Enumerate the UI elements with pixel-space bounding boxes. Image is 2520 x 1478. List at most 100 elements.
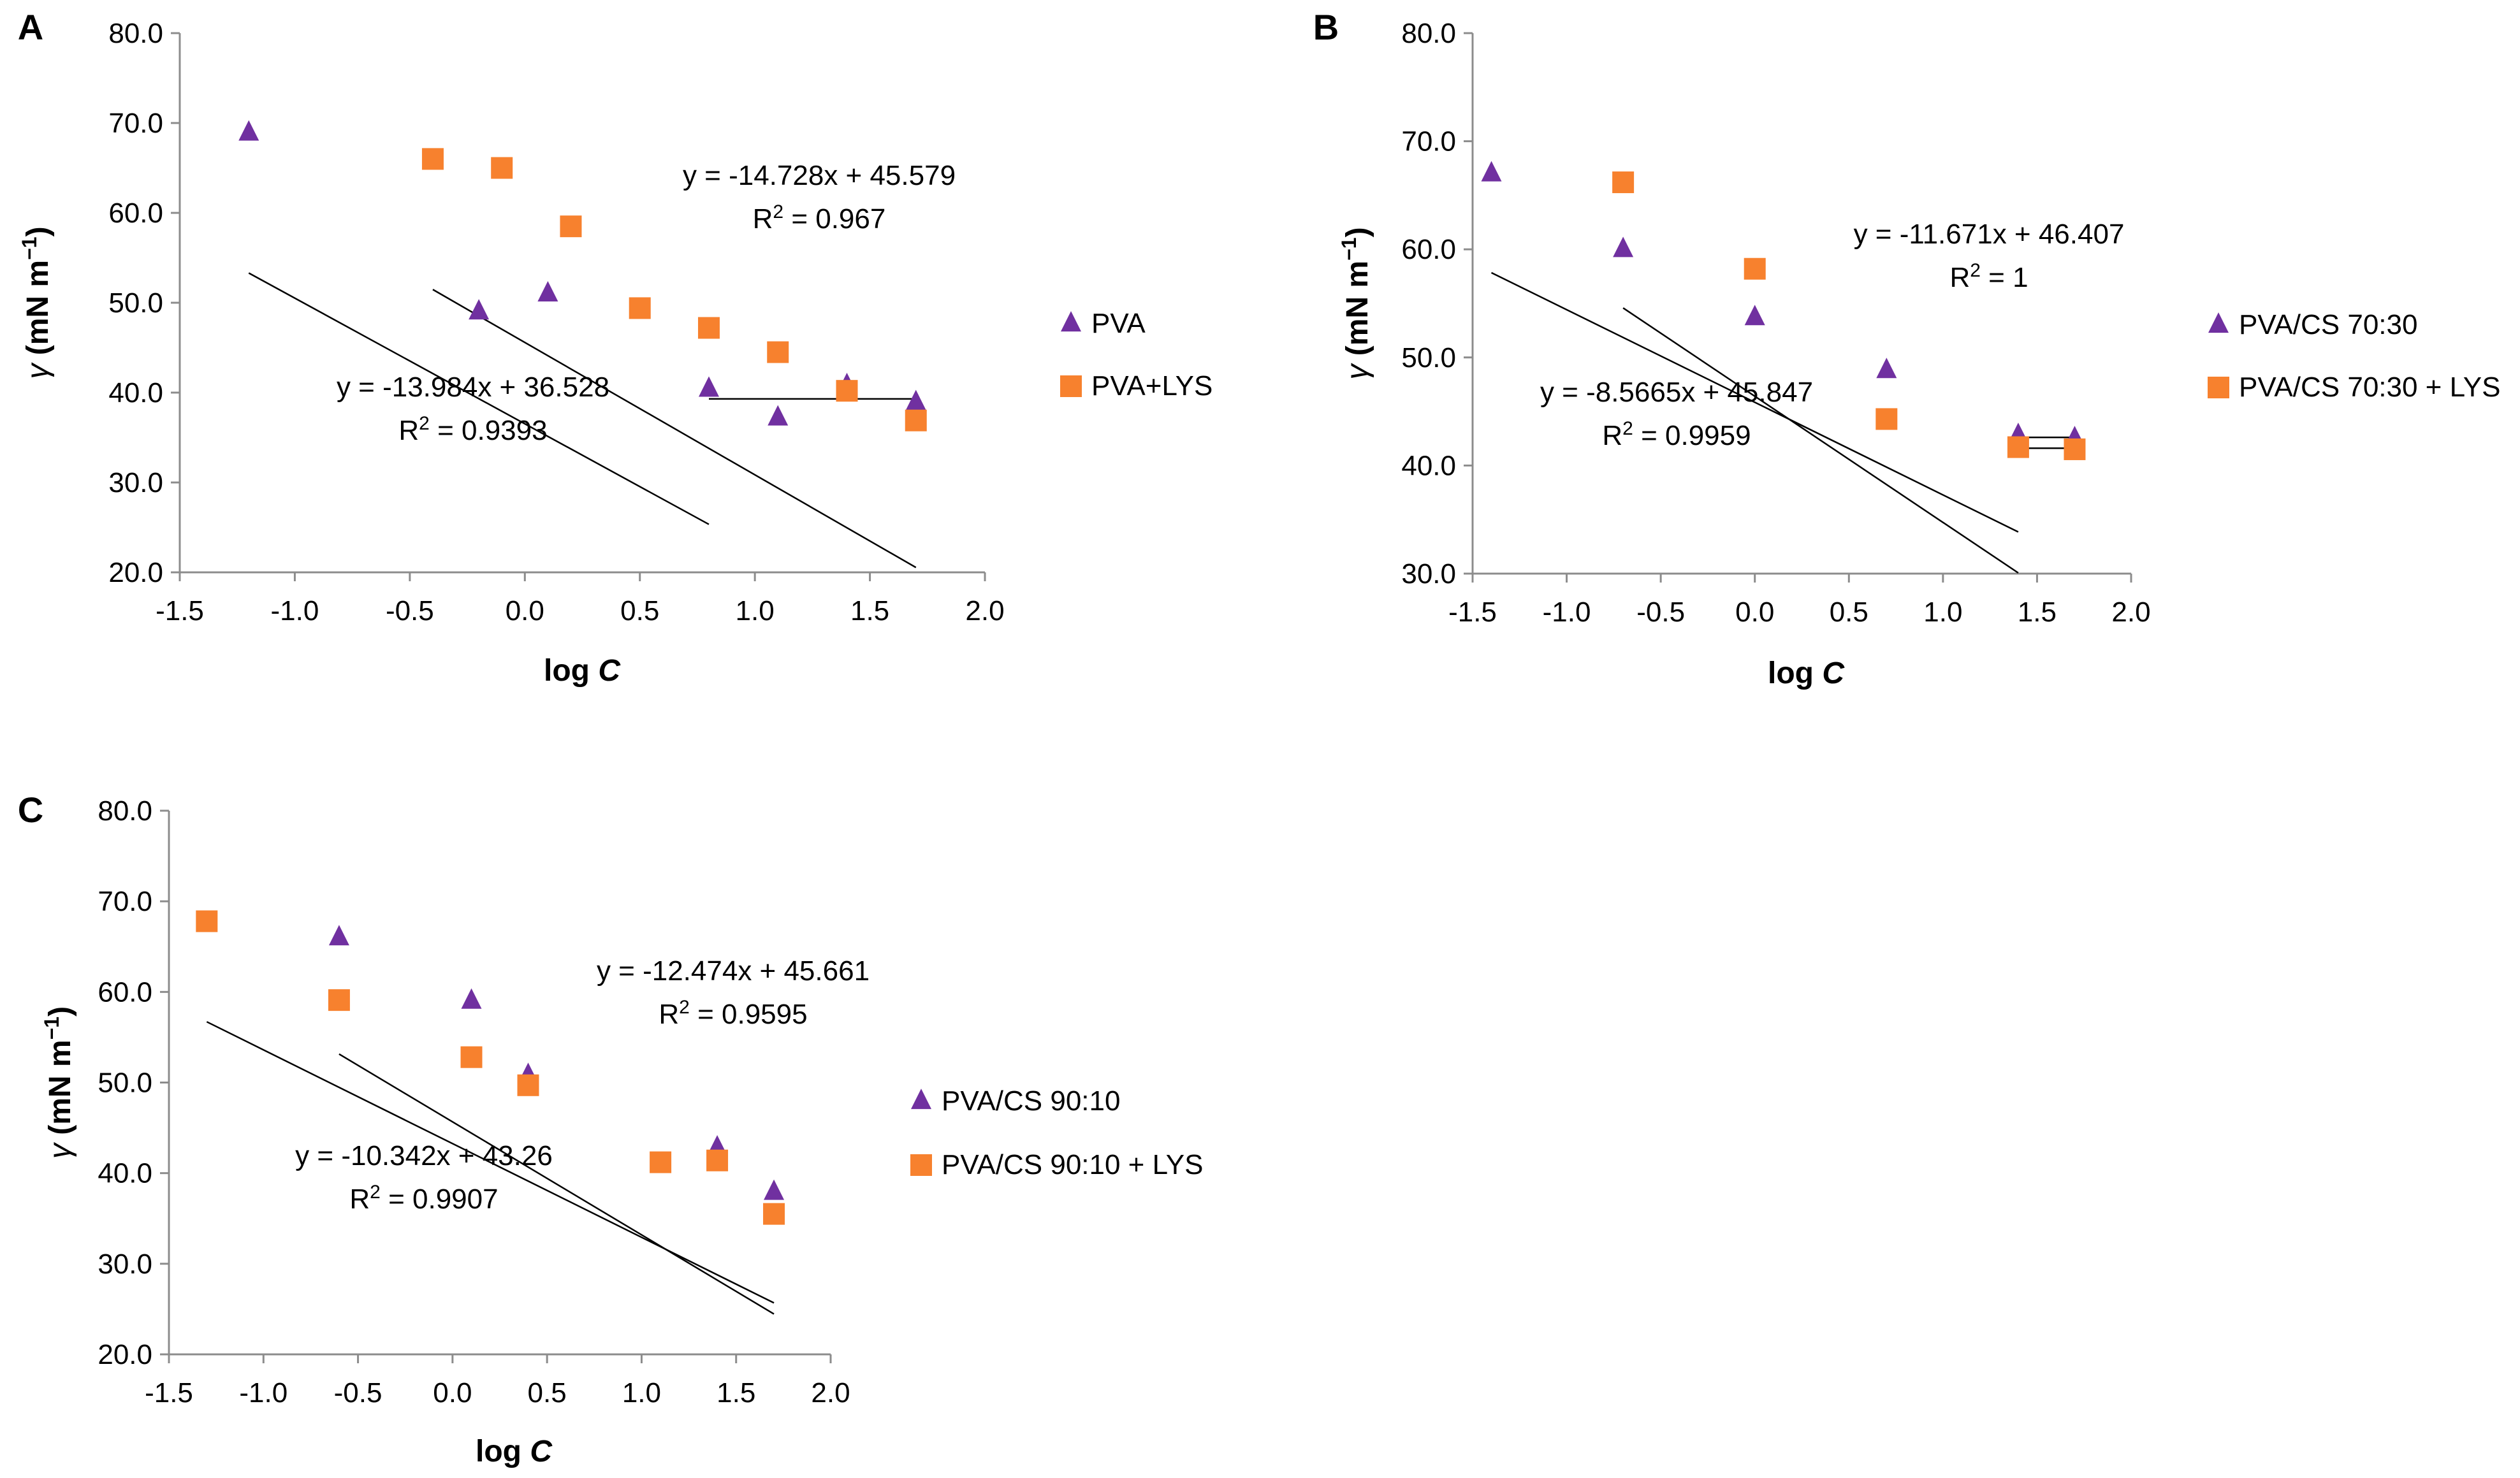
y-tick-label: 30.0 <box>108 467 163 498</box>
legend-item-pva-cs-90-10: PVA/CS 90:10 <box>911 1085 1120 1117</box>
data-point-pva-lys <box>421 148 444 170</box>
data-point-pva-cs-70-30 <box>1481 161 1502 182</box>
y-tick-label: 50.0 <box>1401 342 1456 373</box>
x-tick-label: 2.0 <box>965 595 1004 627</box>
x-tick-label: -0.5 <box>386 595 434 627</box>
y-tick-label: 20.0 <box>108 557 163 588</box>
y-tick-label: 80.0 <box>108 18 163 49</box>
legend-item-pva-cs-70-30: PVA/CS 70:30 <box>2208 309 2417 340</box>
regression-equation: y = -8.5665x + 45.847 <box>1540 377 1813 408</box>
x-tick-label: -1.0 <box>271 595 319 627</box>
x-tick-label: 0.0 <box>1735 597 1774 628</box>
regression-equation: y = -13.984x + 36.528 <box>337 372 609 403</box>
data-point-pva-lys <box>629 297 651 319</box>
legend-item-pva-lys: PVA+LYS <box>1060 370 1213 402</box>
x-tick-label: 2.0 <box>2111 597 2150 628</box>
legend-label: PVA/CS 90:10 + LYS <box>942 1149 1204 1180</box>
data-point-pva-cs-90-10-lys <box>328 989 350 1011</box>
x-tick-label: 1.0 <box>1923 597 1962 628</box>
legend-label: PVA <box>1091 308 1146 339</box>
r-squared-label: R2 = 0.9595 <box>659 997 807 1031</box>
data-point-pva <box>905 389 926 410</box>
y-tick-label: 70.0 <box>98 886 152 917</box>
data-point-pva-cs-70-30-lys <box>1612 171 1635 194</box>
x-tick-label: 1.0 <box>736 595 775 627</box>
y-tick-label: 40.0 <box>1401 450 1456 481</box>
regression-equation: y = -14.728x + 45.579 <box>683 160 956 191</box>
x-tick-label: 0.5 <box>620 595 659 627</box>
data-point-pva-cs-90-10-lys <box>196 910 218 932</box>
y-tick-label: 30.0 <box>1401 558 1456 590</box>
data-point-pva-cs-90-10-lys <box>706 1149 729 1171</box>
y-tick-label: 70.0 <box>108 108 163 139</box>
y-tick-label: 60.0 <box>108 198 163 229</box>
regression-equation: y = -10.342x + 43.26 <box>295 1140 553 1171</box>
r-squared-label: R2 = 1 <box>1949 260 2028 294</box>
x-tick-label: 1.5 <box>850 595 889 627</box>
y-tick-label: 30.0 <box>98 1249 152 1280</box>
data-point-pva-cs-90-10 <box>328 925 349 946</box>
data-point-pva-cs-90-10-lys <box>763 1203 785 1225</box>
data-point-pva-cs-70-30-lys <box>1875 408 1898 430</box>
x-tick-label: -0.5 <box>334 1377 382 1409</box>
r-squared-label: R2 = 0.9959 <box>1602 418 1751 452</box>
panel-letter: A <box>18 7 43 47</box>
x-axis-title: log C <box>544 654 621 688</box>
x-tick-label: -1.0 <box>1543 597 1591 628</box>
x-tick-label: -0.5 <box>1636 597 1685 628</box>
data-point-pva <box>768 405 789 426</box>
x-tick-label: -1.0 <box>239 1377 288 1409</box>
r-squared-label: R2 = 0.967 <box>753 201 886 235</box>
y-axis-title: γ (mN m−1) <box>18 226 55 379</box>
legend-label: PVA+LYS <box>1091 370 1213 402</box>
y-axis-title: γ (mN m−1) <box>1337 227 1374 379</box>
data-point-pva-cs-70-30 <box>1744 305 1765 326</box>
legend-label: PVA/CS 70:30 + LYS <box>2239 372 2501 403</box>
y-tick-label: 70.0 <box>1401 126 1456 157</box>
chart-panel-a: A 20.0 30.0 40.0 50.0 60.0 70.0 80.0 -1.5 -1.0 -0.… <box>18 7 1213 688</box>
x-tick-label: 0.5 <box>528 1377 567 1409</box>
data-point-pva-lys <box>697 317 720 339</box>
data-point-pva-cs-70-30 <box>1876 358 1897 379</box>
y-tick-label: 80.0 <box>98 795 152 827</box>
trendline-pva-lys <box>432 289 917 569</box>
panel-letter: B <box>1313 7 1339 47</box>
x-tick-label: 0.0 <box>506 595 544 627</box>
regression-equation: y = -12.474x + 45.661 <box>597 955 870 987</box>
data-point-pva-lys <box>491 157 513 179</box>
y-tick-label: 80.0 <box>1401 18 1456 49</box>
data-point-pva-lys <box>560 215 582 238</box>
legend-label: PVA/CS 70:30 <box>2239 309 2417 340</box>
legend-marker-triangle <box>1061 311 1081 332</box>
data-point-pva-cs-70-30 <box>1613 236 1634 257</box>
x-tick-label: 1.0 <box>622 1377 661 1409</box>
chart-panel-c: C 20.0 30.0 40.0 50.0 60.0 70.0 80.0 -1.5 -1.0 -0.… <box>18 790 1204 1468</box>
legend-item-pva-cs-90-10-lys: PVA/CS 90:10 + LYS <box>910 1149 1204 1180</box>
data-point-pva-lys <box>905 409 927 431</box>
legend-marker-square <box>1060 375 1082 397</box>
panel-letter: C <box>18 790 43 830</box>
data-point-pva-cs-70-30-lys <box>2064 438 2086 460</box>
legend-marker-square <box>2208 377 2229 398</box>
data-point-pva-cs-70-30-lys <box>2007 436 2029 458</box>
x-tick-label: -1.5 <box>156 595 204 627</box>
y-tick-label: 60.0 <box>98 976 152 1008</box>
trendline-pva-cs-90-10 <box>339 1053 775 1315</box>
chart-panel-b: B 30.0 40.0 50.0 60.0 70.0 80.0 -1.5 -1.0 -0.5 0.0… <box>1313 7 2501 690</box>
x-tick-label: 2.0 <box>811 1377 850 1409</box>
trendline-pva-cs-70-30 <box>1490 272 2019 533</box>
y-tick-label: 40.0 <box>108 377 163 409</box>
trendline-pva-cs-90-10-lys <box>206 1021 775 1304</box>
data-point-pva-cs-90-10-lys <box>460 1046 483 1068</box>
legend-item-pva: PVA <box>1061 308 1146 339</box>
data-point-pva <box>469 299 490 320</box>
data-point-pva-cs-90-10-lys <box>517 1074 539 1096</box>
y-tick-label: 40.0 <box>98 1158 152 1189</box>
data-point-pva <box>238 120 259 141</box>
y-tick-label: 20.0 <box>98 1339 152 1370</box>
legend-marker-triangle <box>911 1089 931 1110</box>
regression-equation: y = -11.671x + 46.407 <box>1854 219 2125 250</box>
r-squared-label: R2 = 0.9907 <box>349 1182 498 1215</box>
legend-marker-triangle <box>2208 312 2229 333</box>
